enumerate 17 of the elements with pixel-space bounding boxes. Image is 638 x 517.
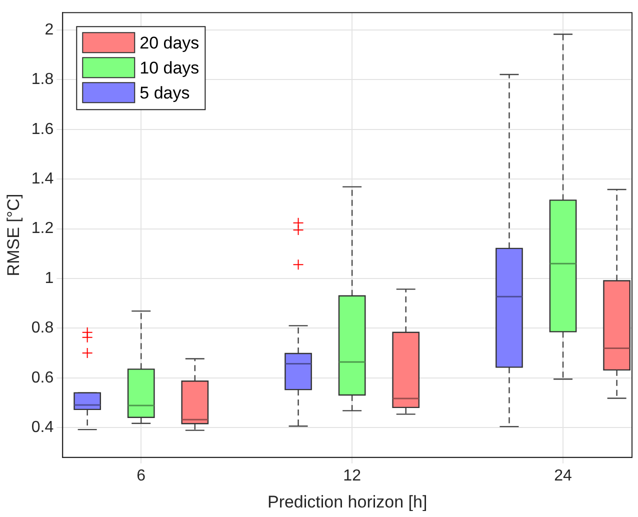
y-tick-label: 1.4 — [31, 170, 54, 188]
y-tick-label: 1.2 — [31, 220, 54, 238]
legend-label: 5 days — [140, 83, 190, 102]
y-tick-label: 1.6 — [31, 120, 54, 138]
y-axis-title: RMSE [°C] — [4, 194, 23, 276]
y-tick-label: 1 — [44, 270, 54, 287]
x-tick-label: 24 — [554, 467, 572, 484]
y-tick-label: 0.6 — [31, 369, 54, 386]
y-tick-label: 2 — [44, 21, 54, 38]
y-tick-label: 0.4 — [31, 418, 54, 436]
legend-label: 20 days — [140, 33, 200, 52]
y-tick-label: 0.8 — [31, 320, 54, 337]
legend-label: 10 days — [140, 58, 200, 78]
x-tick-label: 6 — [136, 467, 146, 484]
y-tick-label: 1.8 — [31, 71, 54, 88]
x-tick-label: 12 — [343, 467, 362, 484]
x-axis-title: Prediction horizon [h] — [267, 492, 428, 512]
